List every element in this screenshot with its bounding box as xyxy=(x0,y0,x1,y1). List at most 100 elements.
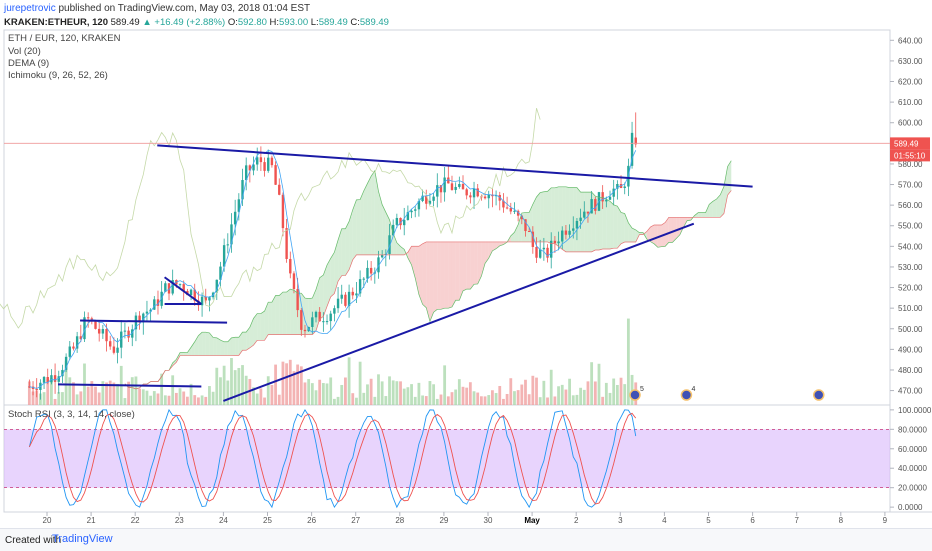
volume-bar xyxy=(381,381,384,405)
volume-bar xyxy=(447,396,450,405)
candle-body xyxy=(403,220,405,225)
ichimoku-cloud-segment xyxy=(632,228,636,242)
ichimoku-cloud-segment xyxy=(603,197,607,249)
volume-bar xyxy=(234,370,237,405)
volume-bar xyxy=(212,392,215,405)
candle-body xyxy=(274,165,276,185)
candle-body xyxy=(333,308,335,313)
candle-body xyxy=(543,248,545,250)
volume-bar xyxy=(315,390,318,405)
rsi-axis-label: 60.0000 xyxy=(898,445,927,454)
volume-bar xyxy=(68,377,71,405)
volume-bar xyxy=(535,378,538,405)
volume-bar xyxy=(513,391,516,405)
ichimoku-cloud-segment xyxy=(224,342,228,356)
volume-bar xyxy=(436,399,439,405)
volume-bar xyxy=(506,394,509,405)
ichimoku-cloud-segment xyxy=(430,242,434,321)
ichimoku-cloud-segment xyxy=(279,292,283,335)
price-axis-label: 490.00 xyxy=(898,345,923,354)
volume-bar xyxy=(340,385,343,405)
legend-ichimoku[interactable]: Ichimoku (9, 26, 52, 26) xyxy=(8,70,108,81)
candle-body xyxy=(443,178,445,193)
ichimoku-cloud-segment xyxy=(423,242,427,308)
ichimoku-cloud-segment xyxy=(206,332,210,355)
volume-bar xyxy=(528,394,531,405)
volume-bar xyxy=(311,383,314,405)
ichimoku-cloud-segment xyxy=(540,192,544,242)
volume-bar xyxy=(98,393,101,405)
time-axis-label: 22 xyxy=(131,516,140,525)
candle-body xyxy=(576,221,578,228)
ichimoku-cloud-segment xyxy=(243,332,247,350)
time-axis-label: 29 xyxy=(439,516,448,525)
ichimoku-cloud-segment xyxy=(551,188,555,244)
volume-bar xyxy=(215,368,218,405)
legend-pair: ETH / EUR, 120, KRAKEN xyxy=(8,33,120,44)
ichimoku-cloud-segment xyxy=(610,201,614,249)
candle-body xyxy=(510,208,512,211)
ichimoku-cloud-segment xyxy=(537,193,541,242)
candle-body xyxy=(289,259,291,273)
ichimoku-cloud-segment xyxy=(180,353,184,356)
ichimoku-cloud-segment xyxy=(452,242,456,307)
candle-body xyxy=(69,347,71,357)
candle-body xyxy=(454,187,456,190)
ichimoku-cloud-segment xyxy=(334,240,338,293)
candle-body xyxy=(179,284,181,285)
price-axis-label: 560.00 xyxy=(898,201,923,210)
volume-bar xyxy=(293,371,296,405)
volume-bar xyxy=(61,392,64,405)
candle-body xyxy=(98,329,100,334)
volume-bar xyxy=(259,388,262,405)
volume-bar xyxy=(226,381,229,405)
volume-bar xyxy=(520,385,523,405)
price-axis-label: 480.00 xyxy=(898,366,923,375)
volume-bar xyxy=(186,397,189,405)
ichimoku-cloud-segment xyxy=(198,332,202,355)
ichimoku-cloud-segment xyxy=(239,332,243,355)
ichimoku-cloud-segment xyxy=(283,292,287,335)
time-axis-label: 28 xyxy=(395,516,404,525)
volume-bar xyxy=(392,380,395,405)
legend-stoch-rsi[interactable]: Stoch RSI (3, 3, 14, 14, close) xyxy=(8,409,135,420)
ichimoku-cloud-segment xyxy=(290,289,294,334)
volume-bar xyxy=(219,377,222,405)
candle-body xyxy=(366,268,368,279)
volume-bar xyxy=(204,397,207,405)
volume-bar xyxy=(473,391,476,405)
candle-body xyxy=(94,322,96,329)
ichimoku-cloud-segment xyxy=(614,205,618,248)
volume-bar xyxy=(179,388,182,405)
volume-bar xyxy=(410,384,413,405)
ichimoku-cloud-segment xyxy=(265,302,269,340)
volume-bar xyxy=(557,386,560,405)
price-axis-label: 510.00 xyxy=(898,304,923,313)
candle-body xyxy=(341,295,343,299)
price-axis-label: 530.00 xyxy=(898,263,923,272)
legend-dema[interactable]: DEMA (9) xyxy=(8,58,49,69)
candle-body xyxy=(322,321,324,322)
event-marker-icon xyxy=(681,390,691,400)
candle-body xyxy=(153,299,155,309)
candle-body xyxy=(528,231,530,232)
candle-body xyxy=(513,211,515,212)
candle-body xyxy=(579,218,581,221)
legend-volume[interactable]: Vol (20) xyxy=(8,46,41,57)
volume-bar xyxy=(616,385,619,405)
candle-body xyxy=(102,329,104,333)
time-axis-label: 5 xyxy=(706,516,711,525)
candle-body xyxy=(208,297,210,300)
time-axis-label: 8 xyxy=(839,516,844,525)
ichimoku-cloud-segment xyxy=(570,188,574,252)
volume-bar xyxy=(429,381,432,405)
price-axis-label: 500.00 xyxy=(898,325,923,334)
candle-body xyxy=(451,183,453,190)
volume-bar xyxy=(326,383,329,405)
price-chart[interactable]: 54 640.00630.00620.00610.00600.00590.005… xyxy=(0,0,932,528)
time-axis-label: 30 xyxy=(484,516,493,525)
tradingview-logo[interactable]: TradingView xyxy=(52,533,113,545)
candle-body xyxy=(54,375,56,382)
volume-bar xyxy=(138,389,141,405)
time-axis-label: 21 xyxy=(87,516,96,525)
